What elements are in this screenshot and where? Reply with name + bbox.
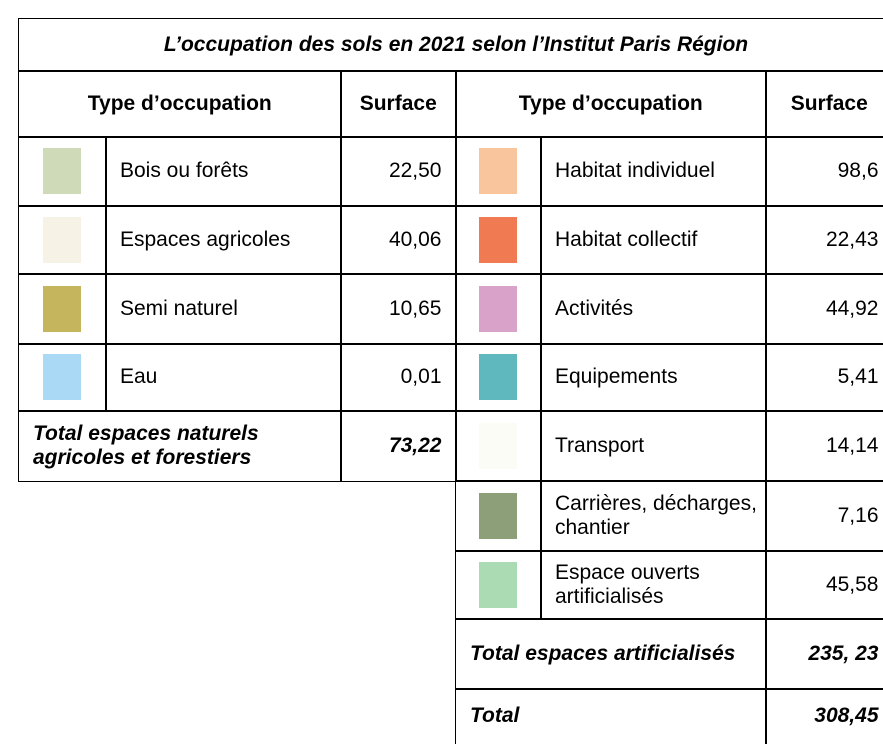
color-swatch [43, 148, 82, 195]
color-swatch [479, 148, 518, 195]
swatch-cell [455, 550, 542, 620]
surface: 45,58 [765, 550, 883, 620]
grand-total-label: Total [455, 688, 767, 744]
column-header: Surface [340, 70, 457, 138]
total-surface: 73,22 [340, 410, 457, 482]
surface: 22,43 [765, 205, 883, 275]
land-type: Semi naturel [105, 273, 342, 345]
color-swatch [479, 216, 518, 263]
surface: 98,6 [765, 136, 883, 207]
surface: 5,41 [765, 343, 883, 412]
land-type: Transport [540, 410, 767, 482]
column-header: Type d’occupation [455, 70, 767, 138]
grand-total-surface: 308,45 [765, 688, 883, 744]
surface: 0,01 [340, 343, 457, 412]
land-type: Eau [105, 343, 342, 412]
land-type: Equipements [540, 343, 767, 412]
surface: 14,14 [765, 410, 883, 482]
color-swatch [479, 422, 518, 469]
color-swatch [43, 285, 82, 332]
land-type: Espace ouverts artificialisés [540, 550, 767, 620]
table-title: L’occupation des sols en 2021 selon l’In… [18, 18, 883, 72]
land-type: Carrières, décharges, chantier [540, 480, 767, 552]
color-swatch [479, 492, 518, 539]
color-swatch [479, 354, 518, 401]
total-surface: 235, 23 [765, 618, 883, 690]
surface: 22,50 [340, 136, 457, 207]
column-header: Type d’occupation [18, 70, 342, 138]
color-swatch [43, 354, 82, 401]
color-swatch [43, 216, 82, 263]
color-swatch [479, 561, 518, 608]
swatch-cell [18, 136, 107, 207]
total-label: Total espaces naturels agricoles et fore… [18, 410, 342, 482]
land-type: Habitat collectif [540, 205, 767, 275]
total-label: Total espaces artificialisés [455, 618, 767, 690]
swatch-cell [18, 273, 107, 345]
land-type: Espaces agricoles [105, 205, 342, 275]
swatch-cell [455, 205, 542, 275]
land-type: Activités [540, 273, 767, 345]
swatch-cell [455, 480, 542, 552]
surface: 10,65 [340, 273, 457, 345]
land-type: Habitat individuel [540, 136, 767, 207]
swatch-cell [455, 343, 542, 412]
surface: 7,16 [765, 480, 883, 552]
swatch-cell [455, 136, 542, 207]
surface: 40,06 [340, 205, 457, 275]
column-header: Surface [765, 70, 883, 138]
land-type: Bois ou forêts [105, 136, 342, 207]
swatch-cell [18, 205, 107, 275]
swatch-cell [455, 410, 542, 482]
color-swatch [479, 285, 518, 332]
swatch-cell [18, 343, 107, 412]
surface: 44,92 [765, 273, 883, 345]
swatch-cell [455, 273, 542, 345]
